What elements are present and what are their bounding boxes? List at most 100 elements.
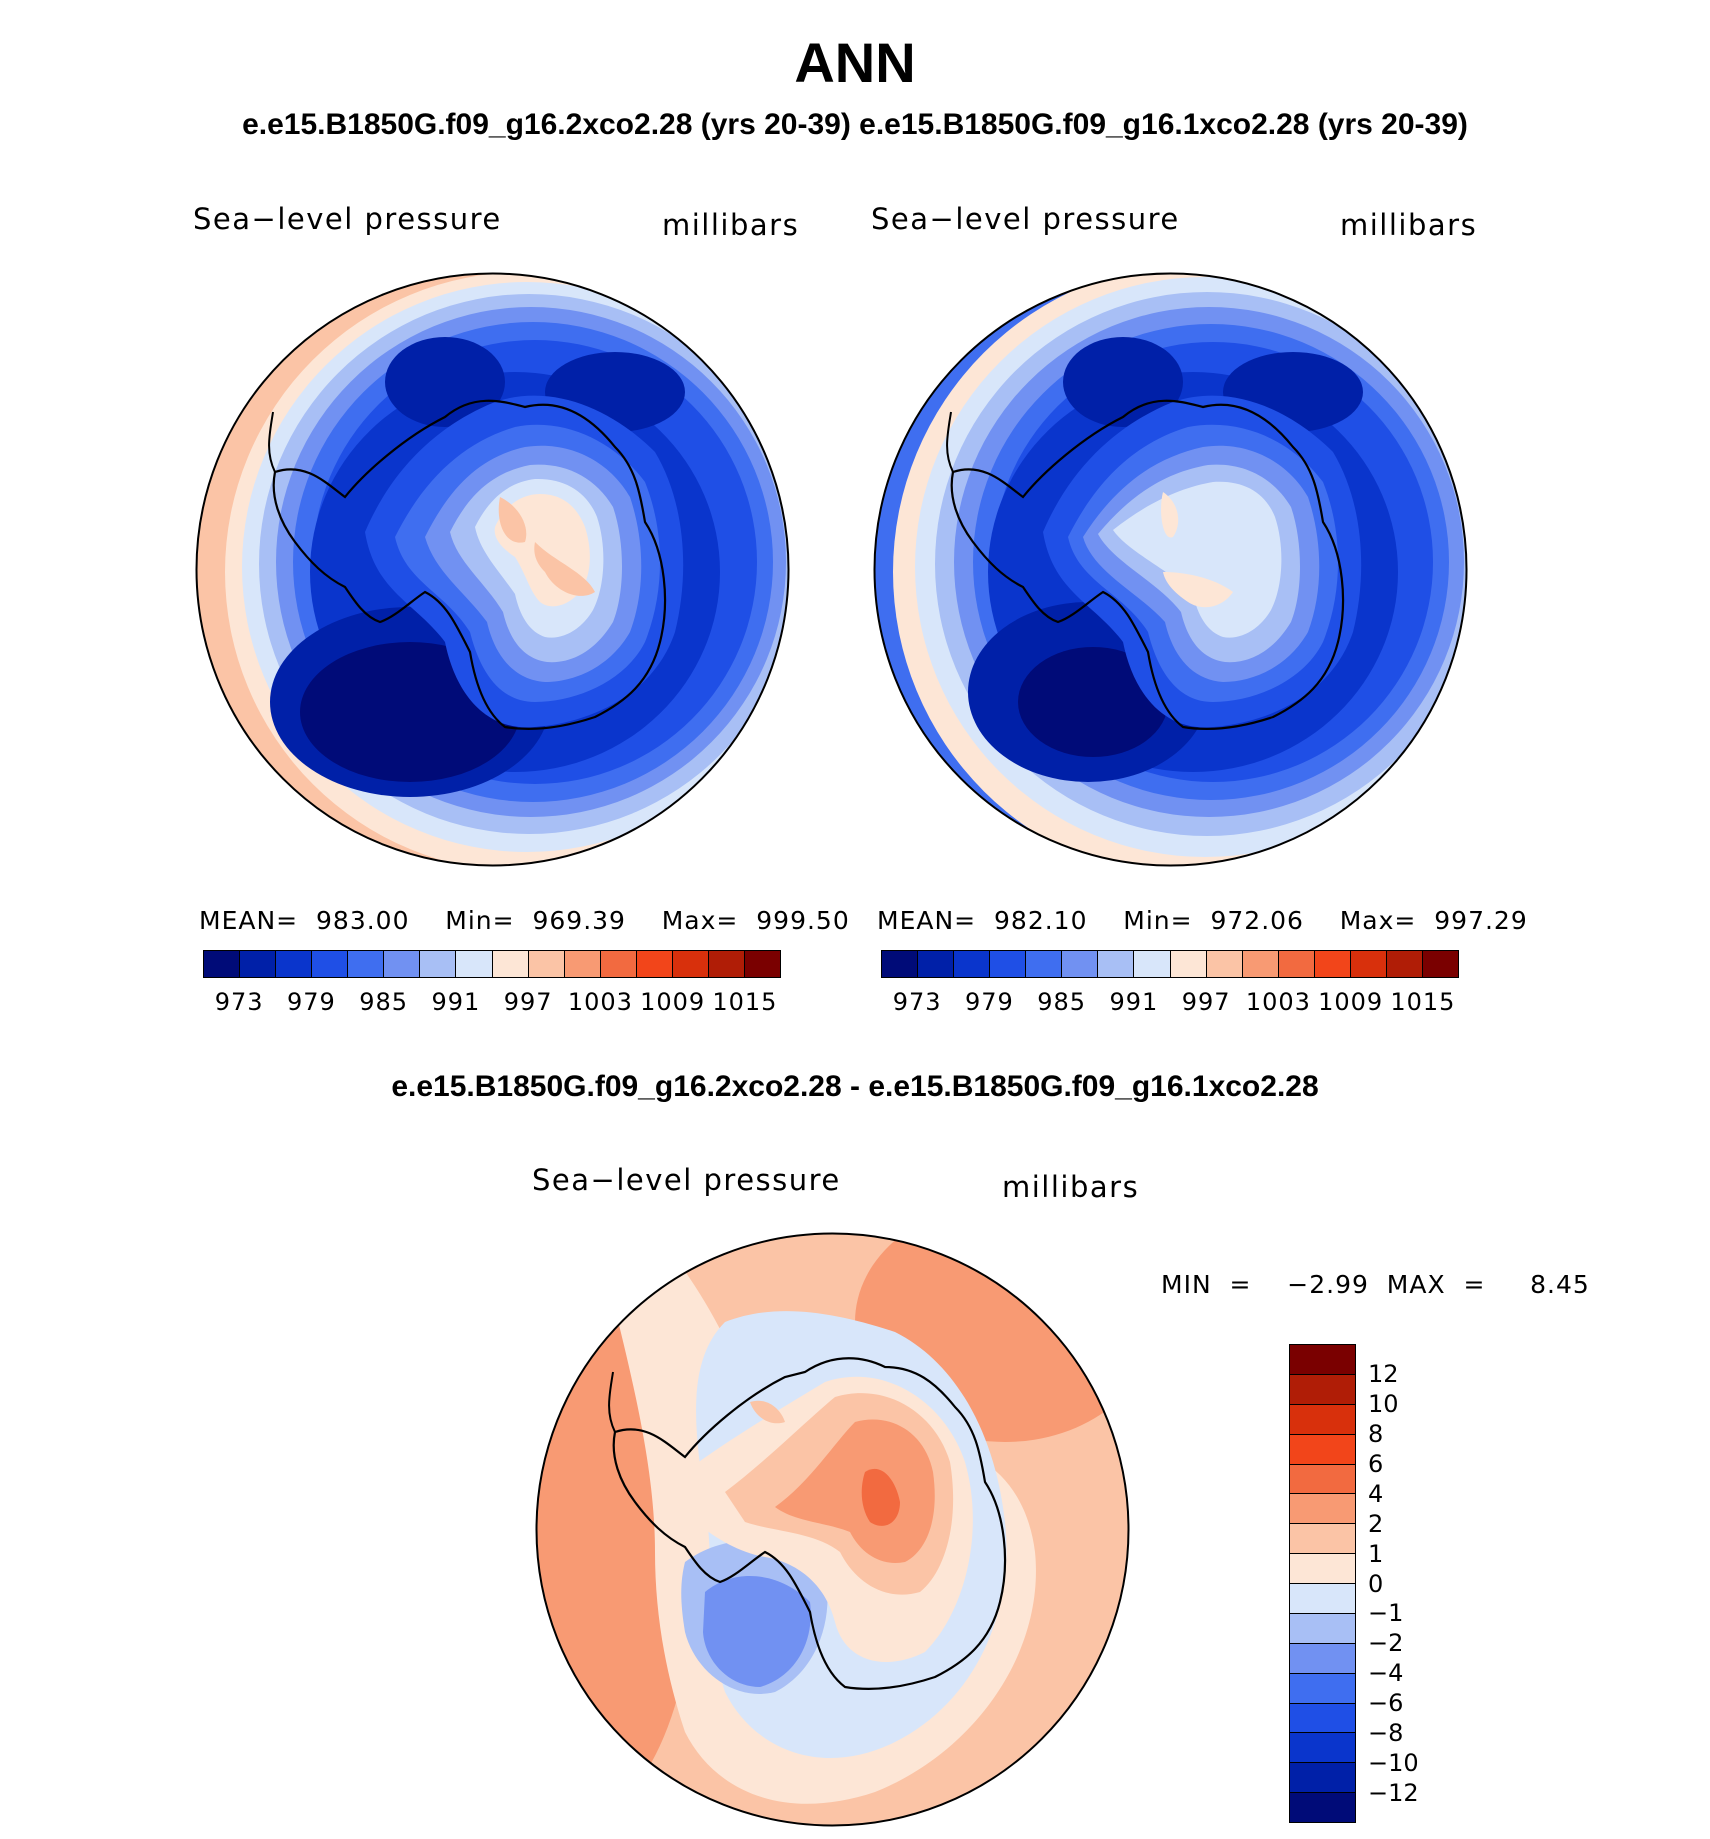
colorbar-tick-label: 1015 bbox=[1390, 988, 1456, 1016]
colorbar-swatch bbox=[744, 951, 780, 977]
page-title: ANN bbox=[794, 31, 916, 94]
colorbar-swatch bbox=[204, 951, 241, 977]
colorbar-swatch bbox=[1290, 1613, 1355, 1644]
colorbar-swatch bbox=[492, 951, 529, 977]
difference-colorbar bbox=[1289, 1344, 1356, 1823]
difference-title: e.e15.B1850G.f09_g16.2xco2.28 - e.e15.B1… bbox=[391, 1070, 1319, 1103]
colorbar-tick-label: −8 bbox=[1368, 1719, 1404, 1748]
colorbar-swatch bbox=[528, 951, 565, 977]
panel1-antarctic-peninsula bbox=[268, 411, 276, 473]
colorbar-tick-label: 973 bbox=[892, 988, 942, 1016]
colorbar-swatch bbox=[1026, 951, 1063, 977]
panel2-colorbar-labels: 973 979 985 991 997 1003 1009 1015 bbox=[881, 988, 1459, 1018]
difference-minmax: MIN = −2.99 MAX = 8.45 bbox=[1161, 1270, 1590, 1299]
colorbar-tick-label: 985 bbox=[359, 988, 409, 1016]
colorbar-swatch bbox=[1290, 1464, 1355, 1495]
panel2-antarctica-coastline bbox=[950, 399, 1345, 731]
colorbar-tick-label: 973 bbox=[214, 988, 264, 1016]
panel2-low-pressure bbox=[1018, 647, 1168, 757]
colorbar-tick-label: 997 bbox=[503, 988, 553, 1016]
colorbar-tick-label: 4 bbox=[1368, 1479, 1384, 1508]
colorbar-swatch bbox=[1350, 951, 1387, 977]
difference-antarctica-coastline bbox=[612, 1357, 1007, 1691]
colorbar-swatch bbox=[1290, 1643, 1355, 1674]
colorbar-swatch bbox=[708, 951, 745, 977]
colorbar-tick-label: 8 bbox=[1368, 1419, 1384, 1448]
colorbar-tick-label: 1003 bbox=[567, 988, 633, 1016]
colorbar-swatch bbox=[1290, 1374, 1355, 1405]
panel1-contour-band bbox=[534, 542, 595, 596]
colorbar-tick-label: 0 bbox=[1368, 1569, 1384, 1598]
panel2-colorbar bbox=[881, 950, 1459, 978]
colorbar-swatch bbox=[1290, 1733, 1355, 1764]
colorbar-swatch bbox=[312, 951, 349, 977]
colorbar-tick-label: 10 bbox=[1368, 1389, 1399, 1418]
difference-variable-label: Sea−level pressure bbox=[532, 1163, 841, 1197]
colorbar-swatch bbox=[564, 951, 601, 977]
panel2-units-label: millibars bbox=[1340, 208, 1478, 242]
colorbar-swatch bbox=[672, 951, 709, 977]
colorbar-swatch bbox=[276, 951, 313, 977]
colorbar-swatch bbox=[1290, 1673, 1355, 1704]
colorbar-swatch bbox=[882, 951, 919, 977]
colorbar-swatch bbox=[420, 951, 457, 977]
difference-antarctic-peninsula bbox=[608, 1371, 616, 1433]
colorbar-swatch bbox=[990, 951, 1027, 977]
colorbar-swatch bbox=[954, 951, 991, 977]
colorbar-swatch bbox=[1422, 951, 1458, 977]
colorbar-swatch bbox=[1098, 951, 1135, 977]
panel1-polar-map bbox=[195, 272, 790, 867]
colorbar-tick-label: 1009 bbox=[640, 988, 706, 1016]
colorbar-tick-label: 1009 bbox=[1318, 988, 1384, 1016]
colorbar-tick-label: −10 bbox=[1368, 1749, 1419, 1778]
panel1-units-label: millibars bbox=[662, 208, 800, 242]
colorbar-tick-label: 6 bbox=[1368, 1449, 1384, 1478]
colorbar-tick-label: 979 bbox=[286, 988, 336, 1016]
colorbar-tick-label: 12 bbox=[1368, 1359, 1399, 1388]
difference-contour-band bbox=[703, 1575, 811, 1687]
panel1-statistics: MEAN= 983.00 Min= 969.39 Max= 999.50 bbox=[199, 906, 850, 935]
colorbar-swatch bbox=[384, 951, 421, 977]
colorbar-swatch bbox=[1290, 1524, 1355, 1555]
panel1-contour-band bbox=[498, 497, 527, 543]
colorbar-swatch bbox=[240, 951, 277, 977]
panel1-low-pressure bbox=[385, 337, 505, 427]
panel2-variable-label: Sea−level pressure bbox=[871, 202, 1180, 236]
colorbar-swatch bbox=[636, 951, 673, 977]
panel1-colorbar-labels: 973 979 985 991 997 1003 1009 1015 bbox=[203, 988, 781, 1018]
colorbar-swatch bbox=[1242, 951, 1279, 977]
difference-high-center bbox=[861, 1468, 900, 1526]
colorbar-tick-label: −2 bbox=[1368, 1629, 1404, 1658]
colorbar-swatch bbox=[1278, 951, 1315, 977]
colorbar-tick-label: −12 bbox=[1368, 1779, 1419, 1808]
colorbar-swatch bbox=[600, 951, 637, 977]
panel1-colorbar bbox=[203, 950, 781, 978]
panel2-antarctic-peninsula bbox=[946, 411, 954, 473]
colorbar-swatch bbox=[1170, 951, 1207, 977]
colorbar-swatch bbox=[1290, 1494, 1355, 1525]
colorbar-swatch bbox=[456, 951, 493, 977]
colorbar-swatch bbox=[1290, 1763, 1355, 1794]
colorbar-tick-label: 991 bbox=[1109, 988, 1159, 1016]
colorbar-swatch bbox=[918, 951, 955, 977]
colorbar-tick-label: 991 bbox=[431, 988, 481, 1016]
colorbar-tick-label: 1003 bbox=[1245, 988, 1311, 1016]
page-subtitle: e.e15.B1850G.f09_g16.2xco2.28 (yrs 20-39… bbox=[242, 108, 1468, 141]
colorbar-swatch bbox=[1290, 1345, 1355, 1375]
colorbar-swatch bbox=[1290, 1434, 1355, 1465]
panel2-contour-band bbox=[1113, 481, 1282, 638]
colorbar-tick-label: 2 bbox=[1368, 1509, 1384, 1538]
colorbar-swatch bbox=[1134, 951, 1171, 977]
colorbar-tick-label: 1 bbox=[1368, 1539, 1384, 1568]
difference-contour-band bbox=[775, 1419, 935, 1563]
difference-units-label: millibars bbox=[1002, 1170, 1140, 1204]
colorbar-swatch bbox=[1206, 951, 1243, 977]
panel2-polar-map bbox=[873, 272, 1468, 867]
colorbar-tick-label: −6 bbox=[1368, 1689, 1404, 1718]
colorbar-tick-label: 1015 bbox=[712, 988, 778, 1016]
panel1-variable-label: Sea−level pressure bbox=[193, 202, 502, 236]
colorbar-swatch bbox=[1290, 1703, 1355, 1734]
colorbar-tick-label: 985 bbox=[1037, 988, 1087, 1016]
colorbar-tick-label: 979 bbox=[964, 988, 1014, 1016]
colorbar-swatch bbox=[1386, 951, 1423, 977]
